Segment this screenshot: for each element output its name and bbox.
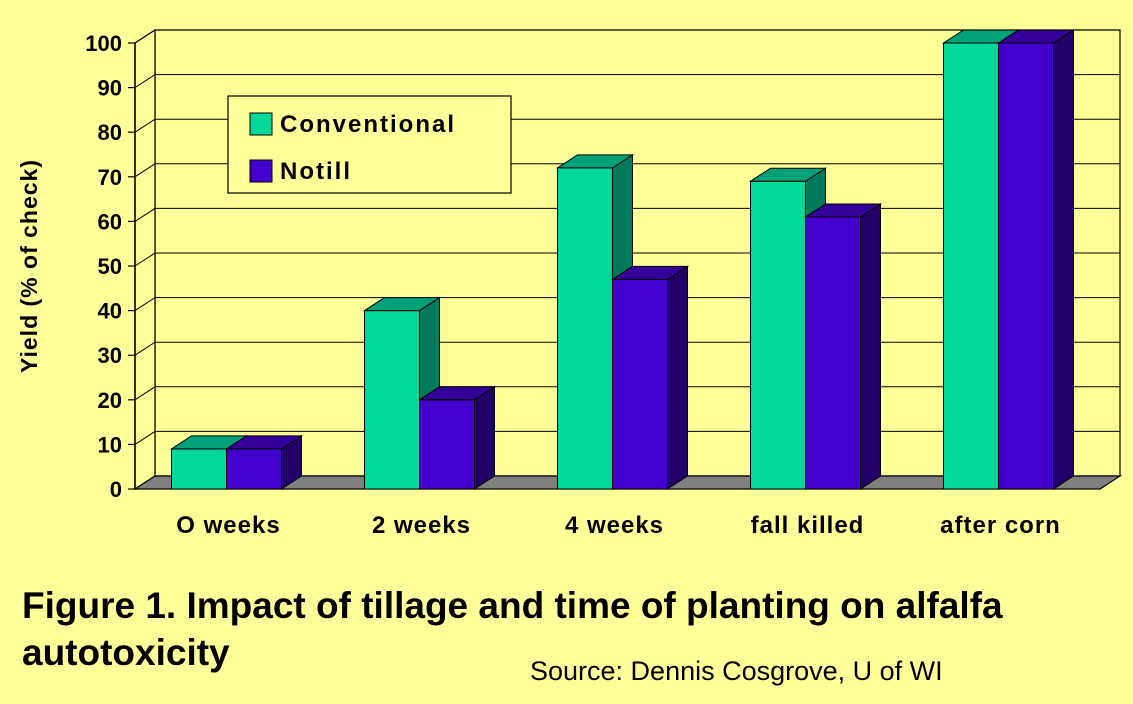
bar-top [555, 154, 635, 169]
x-category-label: O weeks [176, 512, 280, 539]
bar-top [224, 435, 304, 450]
bar-side [860, 203, 881, 490]
legend-label: Conventional [280, 111, 456, 138]
y-tick-label: 90 [98, 76, 122, 101]
bar-front [171, 448, 227, 490]
y-tick-label: 50 [98, 254, 122, 279]
gridline [134, 29, 1120, 44]
chart-svg: 0 10 20 30 40 50 60 70 80 90 100 O weeks 2 weeks 4 we… [16, 28, 1123, 539]
bar-front [750, 180, 806, 490]
bar-side [1053, 29, 1074, 490]
bar-front [612, 278, 668, 490]
x-category-label: 2 weeks [372, 512, 471, 539]
x-category-label: 4 weeks [565, 512, 664, 539]
source-credit: Source: Dennis Cosgrove, U of WI [530, 656, 943, 686]
y-tick-label: 30 [98, 343, 122, 368]
bar-front [943, 42, 999, 490]
x-category-label: after corn [940, 512, 1061, 539]
bar-top [417, 386, 497, 401]
gridline [134, 163, 1120, 178]
y-tick-label: 60 [98, 209, 122, 234]
legend-label: Notill [280, 158, 352, 185]
bar-top [748, 167, 828, 182]
bar-front [226, 448, 282, 490]
y-tick-label: 80 [98, 120, 122, 145]
bar-front [364, 310, 420, 490]
legend-swatch [249, 159, 273, 183]
y-tick-label: 70 [98, 165, 122, 190]
bar-front [557, 167, 613, 490]
bar-front [998, 42, 1054, 490]
gridline [134, 118, 1120, 133]
y-tick-label: 100 [85, 31, 122, 56]
legend-swatch [249, 112, 273, 136]
bar-top [996, 29, 1076, 44]
x-category-label: fall killed [751, 512, 865, 539]
bar-front [419, 399, 475, 490]
y-tick-label: 20 [98, 388, 122, 413]
bar-top [610, 265, 690, 280]
y-tick-label: 40 [98, 299, 122, 324]
figure-caption: Figure 1. Impact of tillage and time of … [22, 585, 1003, 673]
bar-side [667, 265, 688, 490]
bar-top [362, 297, 442, 312]
gridline [134, 74, 1120, 89]
bar-top [803, 203, 883, 218]
y-axis-title: Yield (% of check) [16, 159, 42, 373]
bar-side [474, 385, 495, 490]
y-tick-label: 0 [110, 477, 122, 502]
y-tick-label: 10 [98, 432, 122, 457]
legend-box [227, 95, 512, 194]
bar-front [805, 216, 861, 490]
